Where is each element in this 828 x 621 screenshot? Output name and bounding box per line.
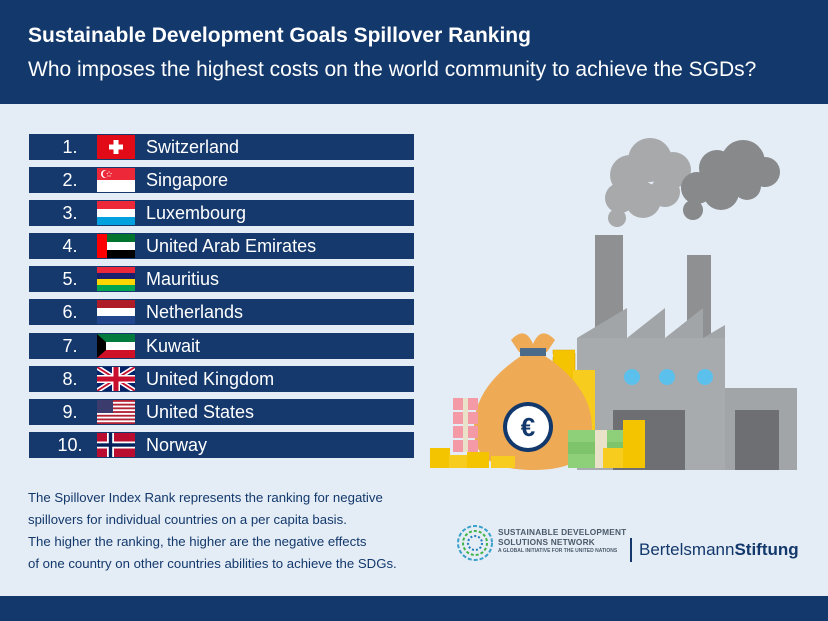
country-name: United Kingdom [146,369,275,389]
description-line: The higher the ranking, the higher are t… [28,534,367,549]
bertelsmann-bold: Stiftung [734,540,799,559]
sdsn-name-line1: SUSTAINABLE DEVELOPMENT [498,527,627,537]
page-title: Sustainable Development Goals Spillover … [28,24,531,47]
rank-number: 10. [57,435,83,455]
smoke-cloud-right-icon [681,140,780,220]
description-line: spillovers for individual countries on a… [28,512,347,527]
flag-uae-icon [97,234,135,258]
bertelsmann-regular: Bertelsmann [639,540,735,559]
ranking-row-10: 10. Norway [29,432,414,458]
sdsn-name-line2: SOLUTIONS NETWORK [498,537,595,547]
ranking-row-6: 6. Netherlands [29,299,414,325]
factory-window-icon [697,369,713,385]
money-bag-icon: € [473,333,593,470]
bertelsmann-logo: BertelsmannStiftung [630,538,799,562]
country-name: Kuwait [146,336,201,356]
factory-money-illustration: € [430,138,797,470]
sdsn-logo: SUSTAINABLE DEVELOPMENT SOLUTIONS NETWOR… [455,518,626,568]
factory-door-icon [735,410,779,470]
euro-symbol: € [521,412,535,442]
rank-number: 6. [62,302,78,322]
ranking-row-7: 7. Kuwait [29,333,414,359]
flag-netherlands-icon [97,300,135,324]
country-name: Luxembourg [146,203,247,223]
description-text: The Spillover Index Rank represents the … [28,487,428,575]
flag-singapore-icon [97,168,135,192]
flag-mauritius-icon [97,267,135,291]
flag-switzerland-icon [97,135,135,159]
description-line: of one country on other countries abilit… [28,556,397,571]
bill-stack-pink-icon [453,398,478,452]
country-name: United Arab Emirates [146,236,317,256]
ranking-row-9: 9. United States [29,399,414,425]
country-name: Switzerland [146,137,240,157]
country-name: Norway [146,435,208,455]
country-name: Singapore [146,170,229,190]
page-subtitle: Who imposes the highest costs on the wor… [28,58,757,81]
rank-number: 3. [62,203,78,223]
rank-number: 4. [62,236,78,256]
rank-number: 8. [62,369,78,389]
rank-number: 2. [62,170,78,190]
country-name: Mauritius [146,269,220,289]
flag-norway-icon [97,433,135,457]
rank-number: 1. [62,137,78,157]
coin-pile-right-icon [603,420,645,468]
footer-bar [0,596,828,621]
flag-luxembourg-icon [97,201,135,225]
sdsn-ring-icon [457,525,493,561]
ranking-row-3: 3. Luxembourg [29,200,414,226]
header-banner: Sustainable Development Goals Spillover … [0,0,828,104]
ranking-row-5: 5. Mauritius [29,266,414,292]
country-name: Netherlands [146,302,244,322]
ranking-row-4: 4. United Arab Emirates [29,233,414,259]
description-line: The Spillover Index Rank represents the … [28,490,383,505]
coin-pile-icon [430,448,515,468]
flag-kuwait-icon [97,334,135,358]
ranking-row-1: 1. Switzerland [29,134,414,160]
rank-number: 9. [62,402,78,422]
smoke-cloud-left-icon [605,138,691,227]
flag-united-kingdom-icon [97,367,135,391]
ranking-row-8: 8. United Kingdom [29,366,414,392]
flag-united-states-icon [97,400,135,424]
factory-window-icon [624,369,640,385]
rank-number: 7. [62,336,78,356]
sdsn-tagline: A GLOBAL INITIATIVE FOR THE UNITED NATIO… [498,548,618,554]
country-name: United States [146,402,255,422]
ranking-row-2: 2. Singapore [29,167,414,193]
factory-window-icon [659,369,675,385]
rank-number: 5. [62,269,78,289]
